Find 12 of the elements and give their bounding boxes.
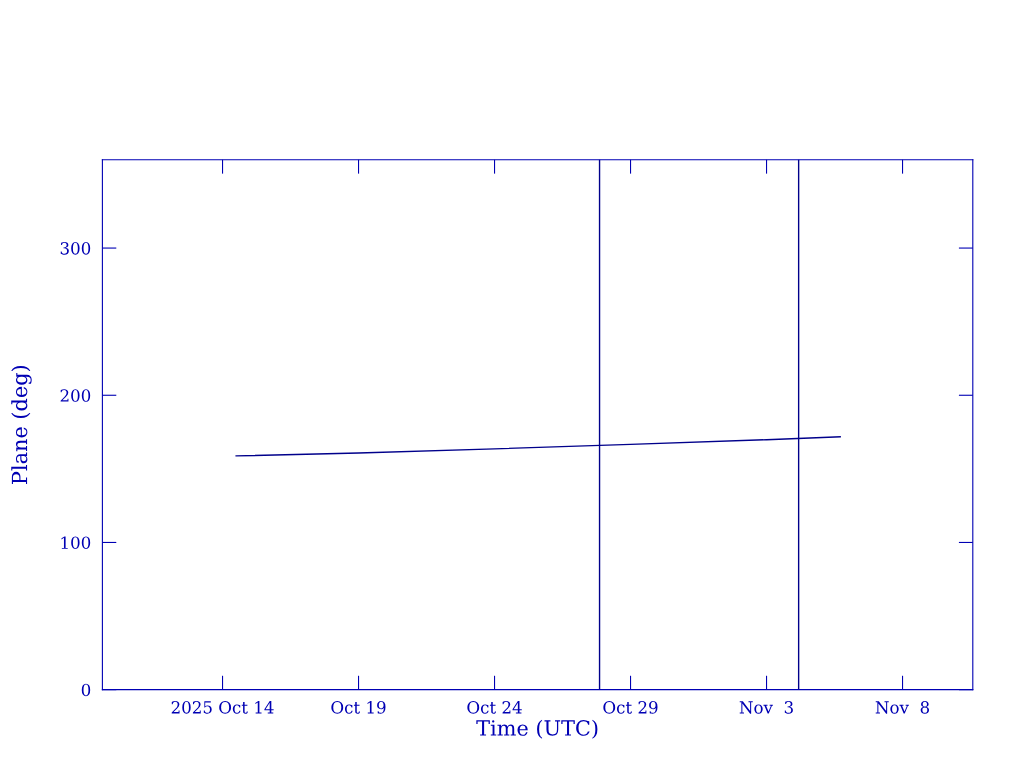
- y-tick-label: 100: [61, 536, 91, 550]
- x-tick-label: Nov 3: [739, 701, 793, 714]
- x-tick-label: Oct 24: [467, 701, 522, 714]
- x-tick-label: Oct 19: [331, 701, 386, 714]
- x-tick-label: Oct 29: [603, 701, 658, 714]
- y-tick-label: 200: [60, 389, 91, 402]
- y-tick-label: 300: [60, 242, 91, 255]
- y-axis-title: Plane (deg): [11, 365, 32, 484]
- x-axis-title: Time (UTC): [476, 719, 598, 739]
- y-tick-label: 0: [81, 683, 91, 697]
- x-tick-label: 2025 Oct 14: [171, 701, 274, 714]
- x-tick-label: Nov 8: [875, 701, 930, 714]
